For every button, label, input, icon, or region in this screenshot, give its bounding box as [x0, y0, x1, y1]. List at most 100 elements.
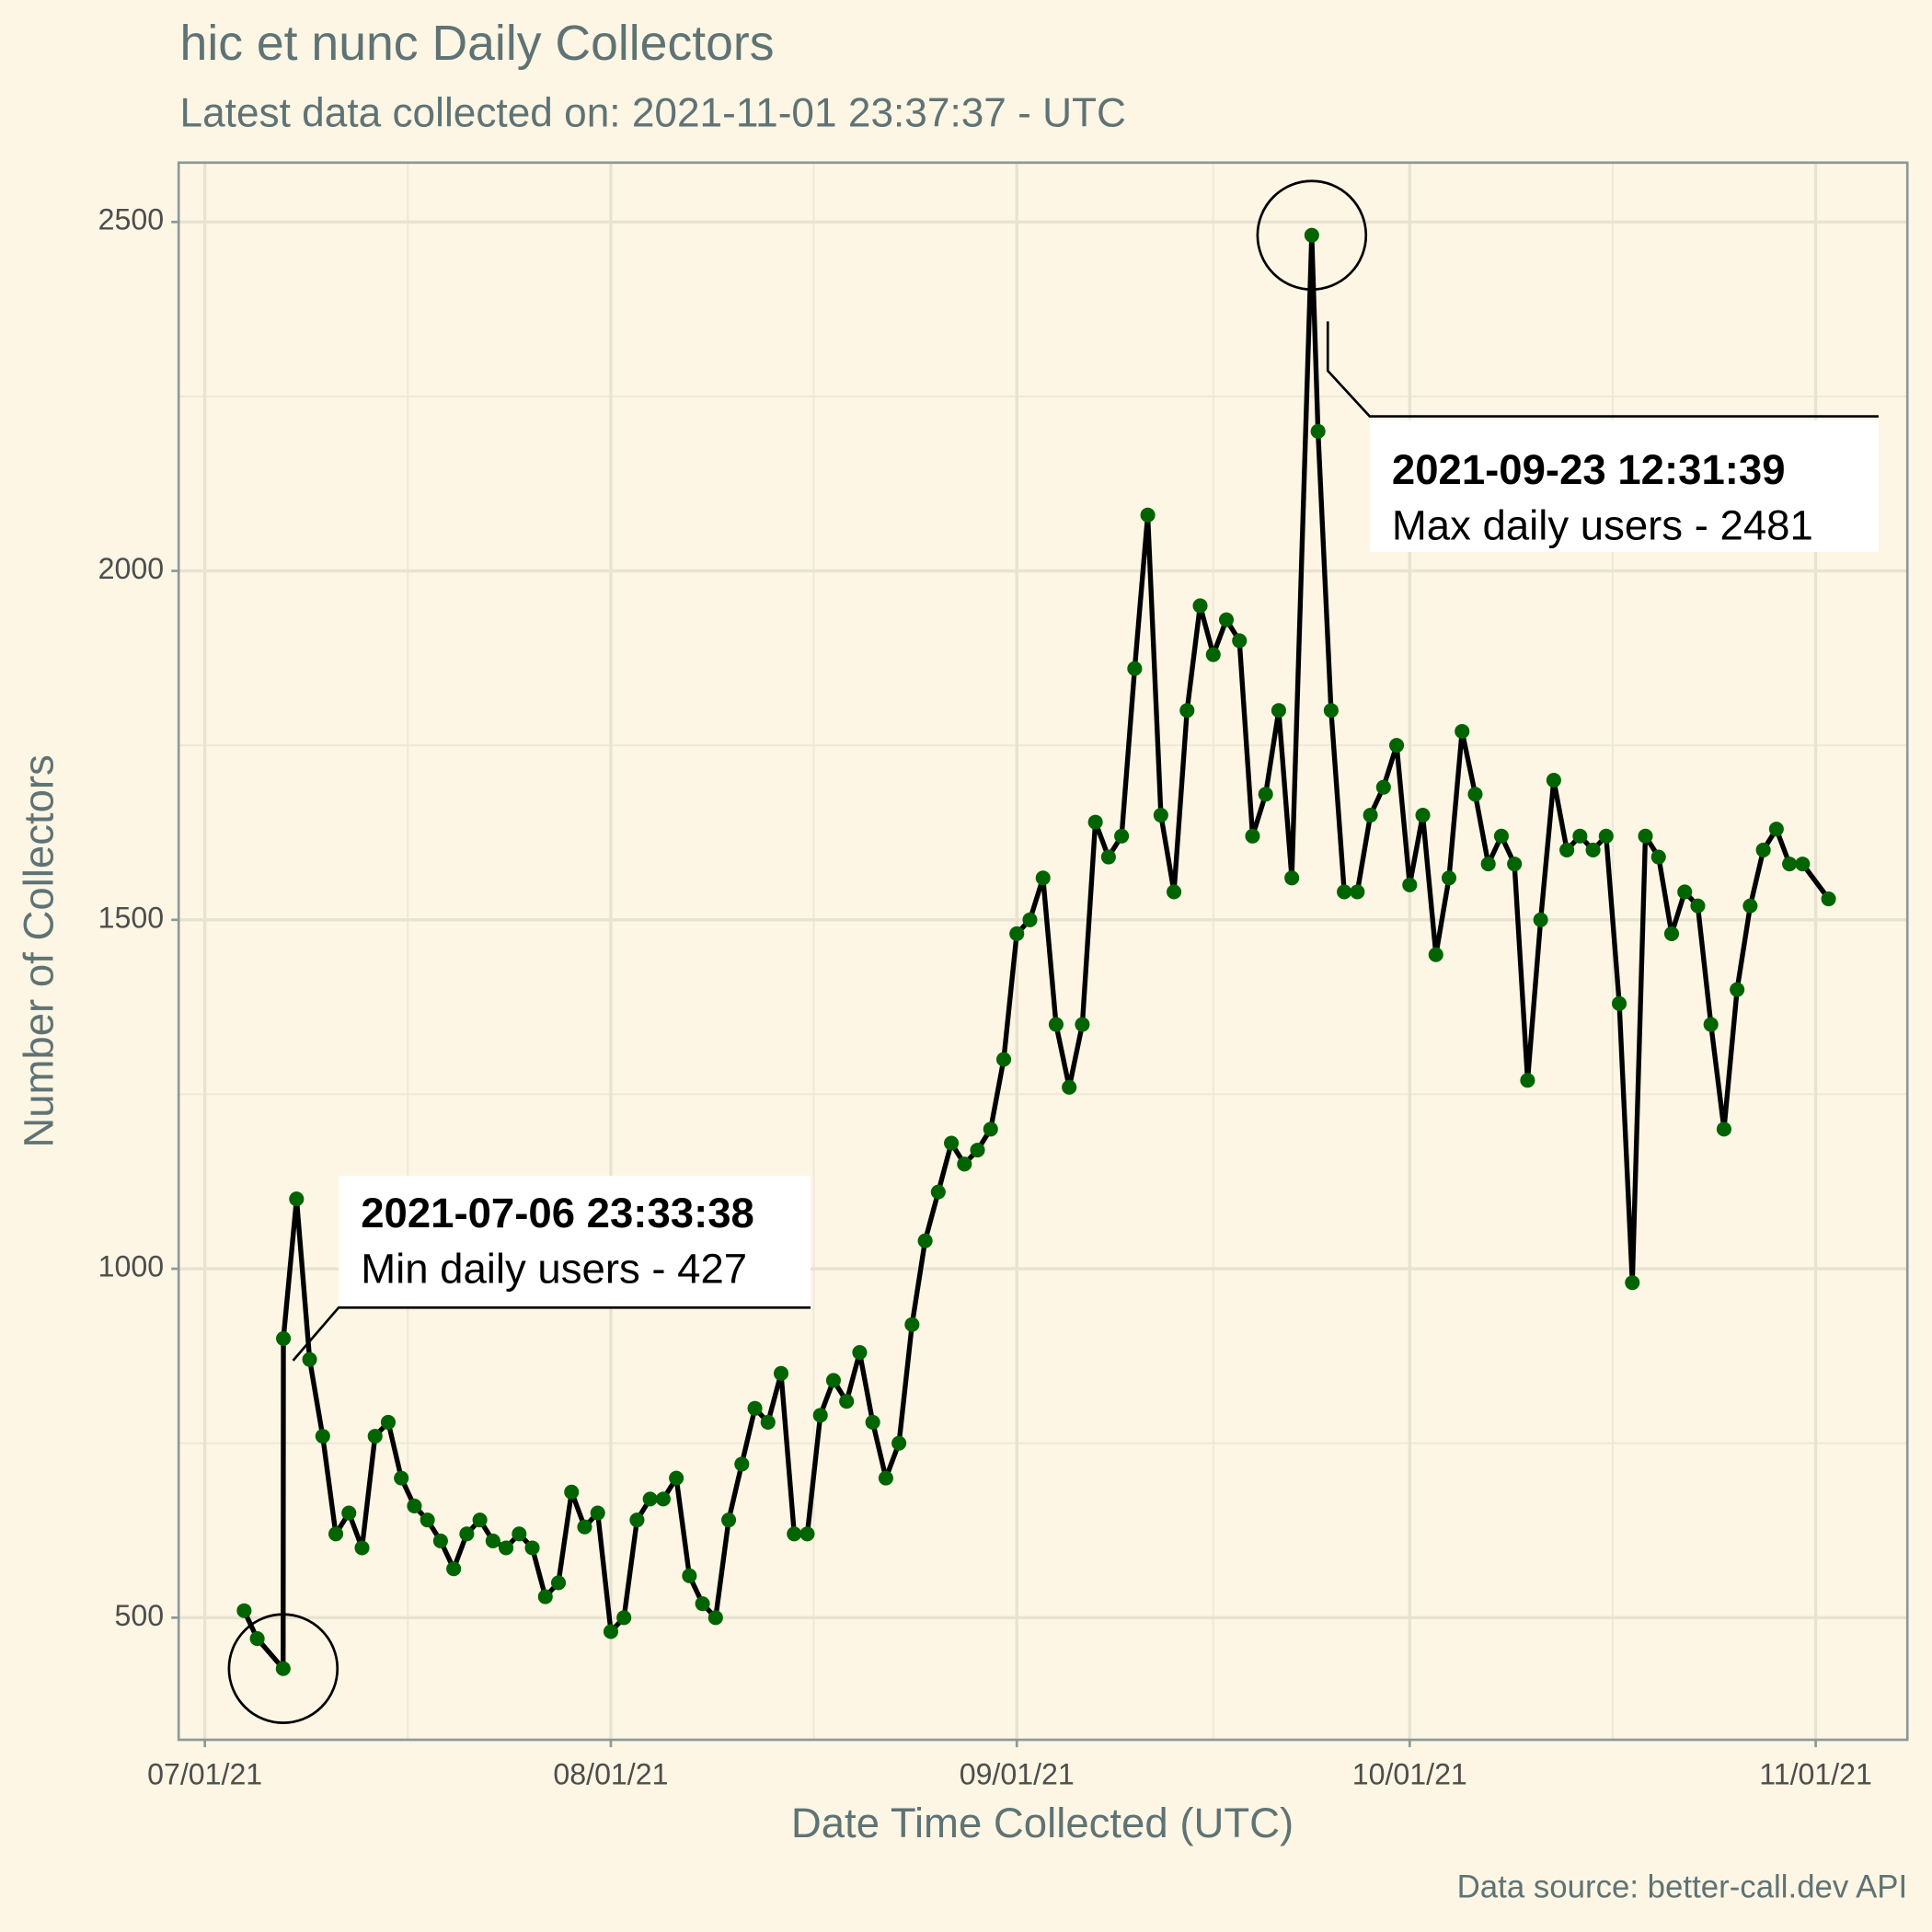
- point: [1755, 842, 1771, 857]
- x-tick-label: 09/01/21: [960, 1758, 1075, 1791]
- point: [1650, 849, 1666, 865]
- point: [629, 1512, 645, 1528]
- point: [1114, 828, 1130, 844]
- panel-border: [177, 161, 1909, 1742]
- annotation-text: Min daily users - 427: [361, 1245, 747, 1292]
- annotation-box: [339, 1175, 811, 1308]
- point: [839, 1394, 855, 1409]
- point: [1572, 828, 1588, 844]
- point: [1389, 738, 1405, 753]
- point: [1742, 898, 1758, 914]
- annotation-title: 2021-07-06 23:33:38: [361, 1190, 754, 1236]
- annotation-text: Max daily users - 2481: [1392, 501, 1813, 548]
- point: [328, 1526, 344, 1542]
- point: [930, 1184, 946, 1200]
- point: [524, 1540, 540, 1556]
- point: [917, 1233, 933, 1248]
- plot-panel: [178, 162, 1908, 1741]
- caption: Data source: better-call.dev API: [1457, 1869, 1908, 1904]
- point: [249, 1631, 265, 1647]
- point: [367, 1429, 383, 1444]
- point: [1782, 857, 1798, 872]
- point: [1533, 912, 1548, 927]
- point: [1350, 884, 1365, 900]
- point: [1153, 807, 1168, 823]
- annotation-leader: [1326, 321, 1879, 418]
- point: [865, 1414, 880, 1430]
- point: [1625, 1275, 1640, 1291]
- point: [852, 1345, 868, 1361]
- points: [236, 227, 1836, 1676]
- point: [1598, 828, 1614, 844]
- x-tick-label: 07/01/21: [147, 1758, 262, 1791]
- point: [446, 1561, 462, 1577]
- point: [944, 1135, 960, 1151]
- point: [1559, 842, 1575, 857]
- point: [1821, 891, 1836, 907]
- point: [1455, 723, 1470, 740]
- point: [432, 1533, 448, 1548]
- point: [1022, 912, 1038, 927]
- point: [1428, 947, 1443, 962]
- point: [1087, 814, 1103, 830]
- point: [407, 1498, 422, 1513]
- point: [1690, 898, 1706, 914]
- x-tick-label: 11/01/21: [1759, 1758, 1872, 1791]
- point: [341, 1505, 357, 1521]
- point: [669, 1470, 684, 1486]
- annotation-leader: [292, 1305, 811, 1362]
- x-tick-label: 10/01/21: [1352, 1758, 1467, 1791]
- highlight-circle: [227, 1613, 339, 1724]
- point: [380, 1414, 396, 1430]
- point: [603, 1624, 618, 1639]
- point: [1192, 598, 1208, 614]
- point: [1075, 1017, 1090, 1032]
- point: [1218, 612, 1235, 627]
- point: [577, 1519, 592, 1535]
- point: [1337, 884, 1352, 900]
- point: [564, 1484, 580, 1500]
- x-tick-label: 08/01/21: [553, 1758, 668, 1791]
- point: [1140, 507, 1156, 523]
- annotation-title: 2021-09-23 12:31:39: [1392, 446, 1786, 493]
- point: [512, 1526, 527, 1542]
- point: [550, 1575, 567, 1591]
- point: [957, 1156, 972, 1172]
- point: [642, 1491, 658, 1507]
- point: [1402, 877, 1418, 892]
- x-axis-label: Date Time Collected (UTC): [791, 1800, 1294, 1846]
- point: [289, 1191, 305, 1207]
- point: [904, 1317, 920, 1332]
- point: [485, 1533, 500, 1548]
- point: [1205, 647, 1221, 662]
- point: [891, 1435, 907, 1451]
- point: [878, 1470, 893, 1486]
- point: [1768, 822, 1784, 837]
- point: [499, 1540, 514, 1556]
- y-tick-label: 2500: [98, 203, 164, 236]
- point: [1730, 982, 1745, 997]
- y-tick-label: 2000: [98, 552, 164, 585]
- point: [983, 1121, 998, 1137]
- y-tick-label: 1500: [98, 901, 164, 934]
- point: [590, 1505, 605, 1521]
- point: [1304, 227, 1319, 243]
- point: [1716, 1121, 1731, 1137]
- point: [812, 1408, 828, 1423]
- point: [1127, 661, 1143, 676]
- point: [707, 1610, 723, 1626]
- point: [1232, 633, 1248, 649]
- y-tick-label: 500: [115, 1599, 165, 1632]
- point: [1245, 828, 1260, 844]
- point: [1323, 703, 1339, 719]
- point: [1520, 1073, 1535, 1088]
- point: [721, 1512, 737, 1528]
- point: [1375, 779, 1391, 795]
- point: [970, 1143, 985, 1158]
- point: [695, 1596, 710, 1612]
- point: [1638, 828, 1653, 844]
- point: [1048, 1017, 1064, 1032]
- point: [1415, 807, 1431, 823]
- point: [1677, 884, 1693, 900]
